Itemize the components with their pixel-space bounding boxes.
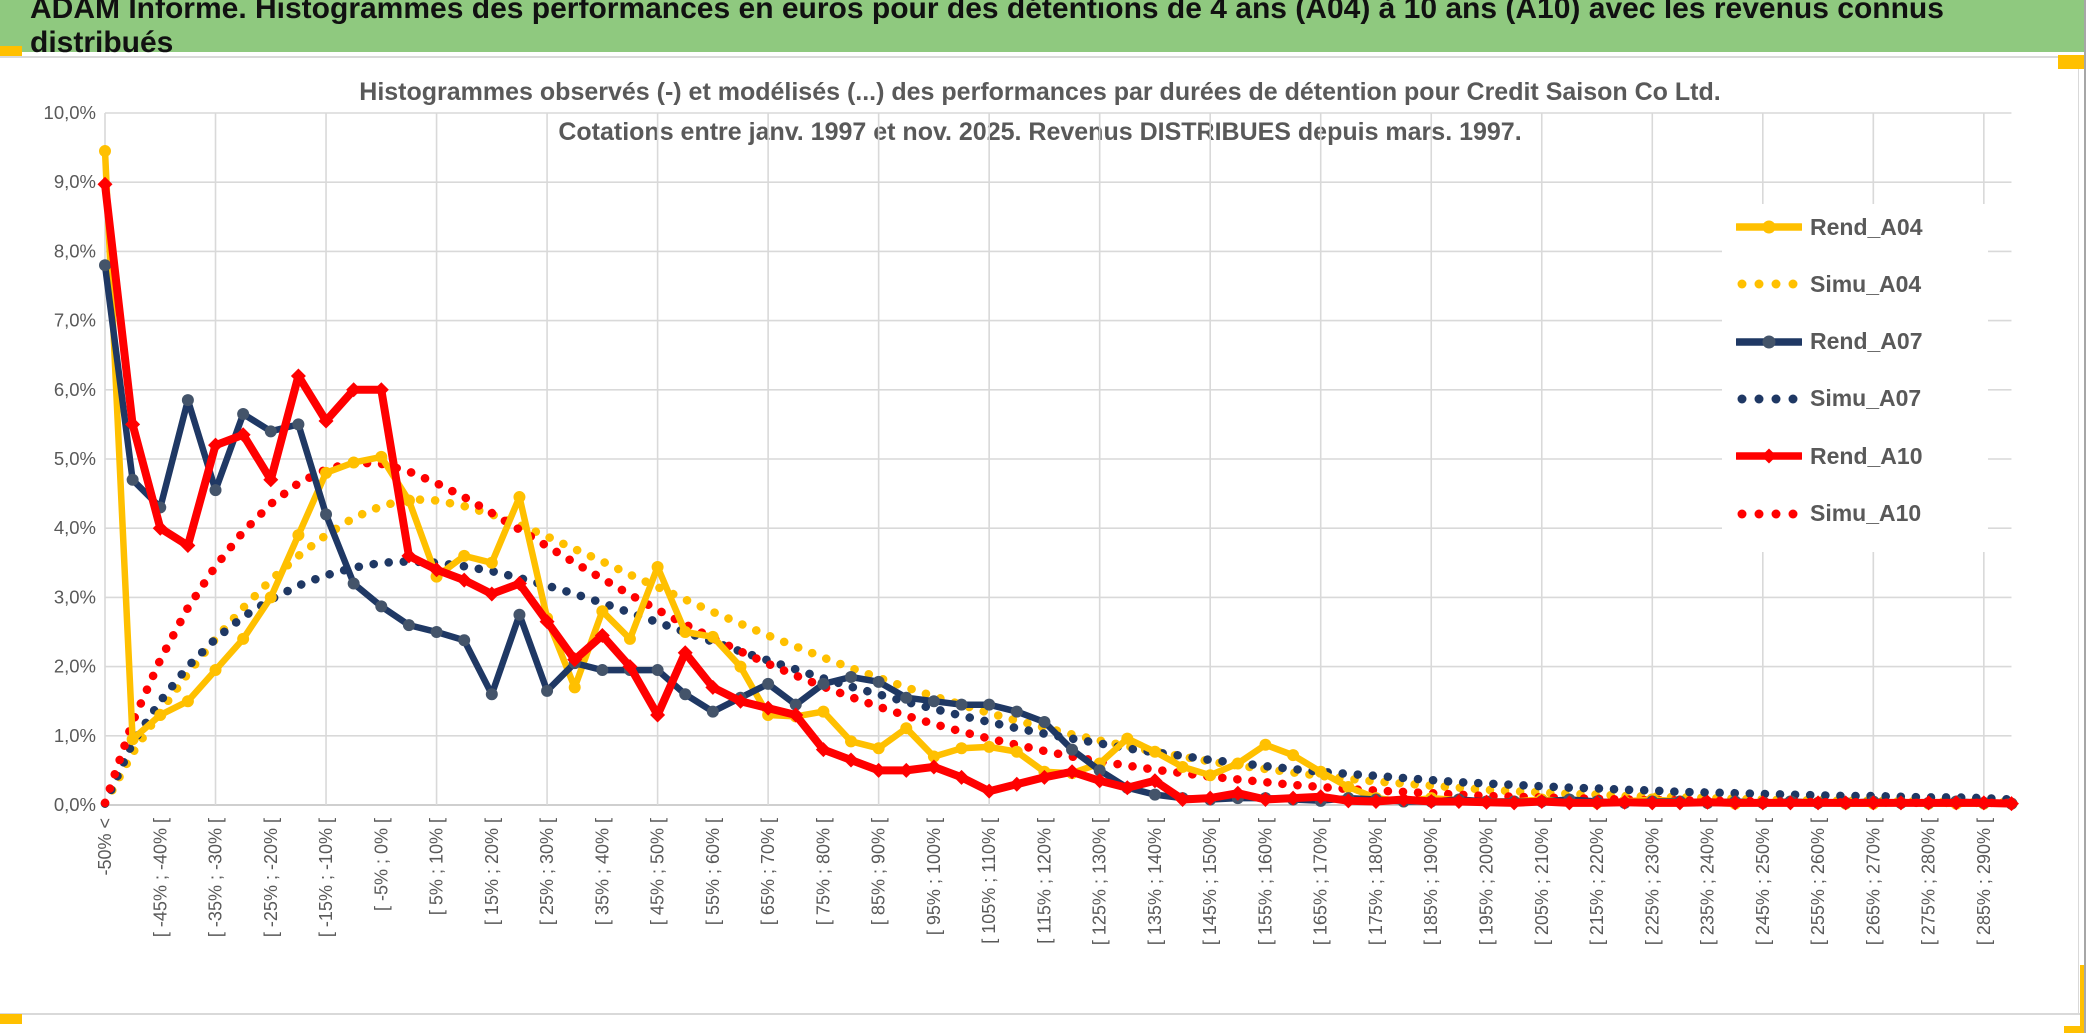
banner: ADAM Informe. Histogrammes des performan…: [0, 0, 2086, 59]
y-tick-label: 2,0%: [54, 656, 96, 677]
x-tick-label: [ 115% ; 120% [: [1034, 818, 1054, 944]
x-tick-label: [ 165% ; 170% [: [1311, 818, 1331, 945]
y-tick-label: 8,0%: [54, 240, 96, 261]
x-tick-label: [ 185% ; 190% [: [1421, 818, 1441, 945]
x-tick-label: [ 105% ; 110% [: [979, 818, 999, 944]
x-tick-label: [ 85% ; 90% [: [869, 818, 889, 925]
x-tick-label: [ 5% ; 10% [: [427, 818, 447, 915]
y-tick-label: 9,0%: [54, 171, 96, 192]
chart-title: Histogrammes observés (-) et modélisés (…: [0, 80, 2080, 145]
x-tick-label: [ -35% ; -30% [: [206, 818, 226, 937]
x-tick-label: [ 35% ; 40% [: [592, 818, 612, 925]
x-tick-label: [ 225% ; 230% [: [1642, 818, 1662, 945]
y-tick-label: 10,0%: [44, 102, 96, 123]
x-tick-label: [ 205% ; 210% [: [1532, 818, 1552, 945]
x-tick-label: [ 75% ; 80% [: [813, 818, 833, 925]
window-edge-right: [2084, 0, 2086, 1033]
legend-item-label: Simu_A07: [1810, 385, 1922, 412]
x-tick-label: [ 195% ; 200% [: [1477, 818, 1497, 945]
x-tick-label: [ -25% ; -20% [: [261, 818, 281, 937]
x-tick-label: [ 55% ; 60% [: [703, 818, 723, 925]
yellow-accent-bottom-right-vertical: [2080, 965, 2086, 1033]
x-tick-label: [ -45% ; -40% [: [150, 818, 170, 937]
x-tick-label: [ 285% ; 290% [: [1974, 818, 1994, 945]
legend-swatch-icon: [1736, 220, 1802, 234]
x-tick-label: [ -5% ; 0% [: [371, 818, 391, 911]
yellow-accent-top-right: [2058, 55, 2086, 69]
yellow-accent-bottom-right-horizontal: [2064, 1026, 2086, 1033]
y-tick-label: 4,0%: [54, 517, 96, 538]
x-tick-label: [ 65% ; 70% [: [758, 818, 778, 925]
chart-border-right: [2078, 58, 2079, 1013]
x-tick-label: [ 25% ; 30% [: [537, 818, 557, 925]
legend-item-label: Simu_A10: [1810, 500, 1922, 526]
x-tick-label: [ 135% ; 140% [: [1145, 818, 1165, 945]
chart-legend: Rend_A04 Simu_A04 Rend_A07 Simu_A07 Rend…: [1722, 204, 1988, 552]
legend-item-Simu_A07[interactable]: Simu_A07: [1736, 379, 1986, 419]
legend-item-Rend_A07[interactable]: Rend_A07: [1736, 322, 1986, 362]
y-tick-label: 5,0%: [54, 448, 96, 469]
legend-swatch-icon: [1737, 394, 1798, 404]
banner-title: ADAM Informe. Histogrammes des performan…: [30, 0, 1944, 59]
legend-item-Simu_A04[interactable]: Simu_A04: [1736, 264, 1986, 304]
legend-swatch-icon: [1736, 448, 1802, 464]
legend-swatch-icon: [1737, 279, 1798, 289]
x-tick-label: [ 145% ; 150% [: [1200, 818, 1220, 945]
legend-item-label: Simu_A04: [1810, 270, 1922, 297]
x-tick-label: -50% <: [95, 818, 115, 876]
divider-top: [0, 56, 2086, 58]
x-axis-labels: -50% < [ -45% ; -40% [ [ -35% ; -30% [ [ -2…: [95, 818, 1994, 945]
x-tick-label: [ 175% ; 180% [: [1366, 818, 1386, 945]
series-Rend_A10: [97, 176, 2019, 812]
legend-item-Rend_A10[interactable]: Rend_A10: [1736, 436, 1986, 476]
y-tick-label: 1,0%: [54, 725, 96, 746]
x-tick-label: [ 255% ; 260% [: [1808, 818, 1828, 945]
yellow-accent-top-left: [0, 46, 22, 56]
x-tick-label: [ 215% ; 220% [: [1587, 818, 1607, 945]
y-tick-label: 6,0%: [54, 379, 96, 400]
legend-swatch-icon: [1736, 335, 1802, 349]
y-tick-label: 0,0%: [54, 794, 96, 815]
divider-bottom: [0, 1013, 2086, 1015]
x-tick-label: [ 275% ; 280% [: [1919, 818, 1939, 945]
legend-swatch-icon: [1737, 509, 1798, 518]
x-tick-label: [ 155% ; 160% [: [1255, 818, 1275, 945]
legend-item-label: Rend_A07: [1810, 328, 1923, 355]
x-tick-label: [ 45% ; 50% [: [648, 818, 668, 925]
legend-item-label: Rend_A10: [1810, 442, 1923, 469]
chart-title-line1: Histogrammes observés (-) et modélisés (…: [359, 78, 1721, 106]
x-tick-label: [ 125% ; 130% [: [1090, 818, 1110, 945]
y-axis-labels: 0,0% 1,0% 2,0% 3,0% 4,0% 5,0% 6,0% 7,0% 8,0% 9,0%…: [44, 102, 96, 815]
series-Simu_A04: [100, 494, 2016, 808]
x-tick-label: [ 95% ; 100% [: [924, 818, 944, 935]
x-tick-label: [ 245% ; 250% [: [1753, 818, 1773, 945]
x-tick-label: [ 265% ; 270% [: [1863, 818, 1883, 945]
chart-title-line2: Cotations entre janv. 1997 et nov. 2025.…: [558, 118, 1522, 146]
y-tick-label: 3,0%: [54, 586, 96, 607]
legend-item-Simu_A10[interactable]: Simu_A10: [1736, 494, 1986, 534]
x-tick-label: [ 235% ; 240% [: [1698, 818, 1718, 945]
x-tick-label: [ -15% ; -10% [: [316, 818, 336, 937]
yellow-accent-bottom-left: [0, 1014, 22, 1024]
x-tick-label: [ 15% ; 20% [: [482, 818, 502, 925]
legend-item-label: Rend_A04: [1810, 213, 1923, 240]
legend-item-Rend_A04[interactable]: Rend_A04: [1736, 207, 1986, 247]
y-tick-label: 7,0%: [54, 310, 96, 331]
